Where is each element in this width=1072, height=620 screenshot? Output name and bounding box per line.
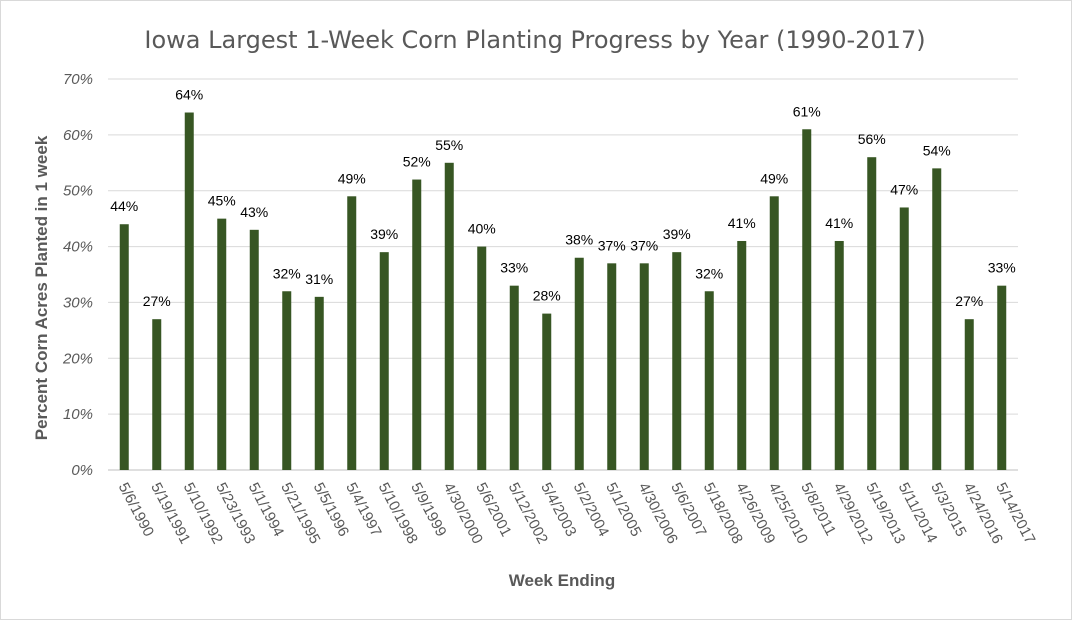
bar (932, 168, 942, 470)
bar (314, 296, 324, 470)
data-label: 27% (955, 293, 983, 309)
y-tick-label: 20% (62, 350, 93, 367)
y-tick-label: 10% (63, 406, 93, 423)
data-label: 39% (370, 226, 398, 242)
bar (769, 196, 779, 471)
data-label: 40% (468, 221, 496, 237)
bar (834, 240, 844, 470)
data-label: 32% (273, 265, 301, 281)
bar (184, 112, 194, 470)
chart-title: Iowa Largest 1-Week Corn Planting Progre… (144, 26, 925, 54)
data-label: 49% (760, 170, 788, 186)
bars (119, 112, 1007, 471)
gridlines (108, 78, 1018, 415)
data-label: 55% (435, 137, 463, 153)
data-label: 54% (923, 142, 951, 158)
data-label: 32% (695, 265, 723, 281)
data-label: 33% (988, 260, 1016, 276)
data-label: 45% (208, 193, 236, 209)
bar (152, 319, 162, 470)
bar (249, 229, 259, 470)
bar (347, 196, 357, 471)
data-label: 27% (143, 293, 171, 309)
data-label: 44% (110, 198, 138, 214)
bar (574, 257, 584, 470)
data-label: 49% (338, 170, 366, 186)
bar (672, 252, 682, 470)
bar (964, 319, 974, 470)
data-label: 56% (858, 131, 886, 147)
data-label: 61% (793, 103, 821, 119)
bar (737, 240, 747, 470)
y-tick-label: 40% (63, 239, 93, 256)
data-label: 41% (825, 215, 853, 231)
bar (704, 291, 714, 470)
x-axis-ticks: 5/6/19905/19/19915/10/19925/23/19935/1/1… (115, 480, 1039, 547)
y-tick-label: 50% (63, 183, 93, 200)
y-tick-label: 0% (71, 462, 93, 479)
bar (282, 291, 292, 470)
data-label: 47% (890, 181, 918, 197)
bar (542, 313, 552, 470)
data-label: 37% (630, 237, 658, 253)
bar (802, 129, 812, 470)
bar (509, 285, 519, 470)
bar (899, 207, 909, 470)
bar (477, 246, 487, 470)
bar (607, 263, 617, 470)
bar (119, 224, 129, 470)
y-tick-label: 70% (63, 71, 93, 88)
data-label: 37% (598, 237, 626, 253)
data-label: 28% (533, 288, 561, 304)
bar (217, 218, 227, 470)
data-label: 33% (500, 260, 528, 276)
bar (997, 285, 1007, 470)
data-label: 38% (565, 232, 593, 248)
bar (867, 157, 877, 470)
data-label: 64% (175, 87, 203, 103)
bar (379, 252, 389, 470)
data-labels: 44%27%64%45%43%32% 31%49%39%52%55%40%33%2… (110, 87, 1016, 310)
y-tick-label: 30% (63, 294, 93, 311)
y-axis-title: Percent Corn Acres Planted in 1 week (32, 135, 51, 440)
data-label: 31% (305, 271, 333, 287)
bar (639, 263, 649, 470)
data-label: 41% (728, 215, 756, 231)
y-axis-ticks: 0% 10% 20% 30% 40% 50% 60% 70% (62, 71, 93, 479)
data-label: 52% (403, 154, 431, 170)
x-axis-title: Week Ending (509, 571, 615, 590)
bar (444, 162, 454, 471)
bar (412, 179, 422, 471)
y-tick-label: 60% (63, 127, 93, 144)
data-label: 39% (663, 226, 691, 242)
data-label: 43% (240, 204, 268, 220)
